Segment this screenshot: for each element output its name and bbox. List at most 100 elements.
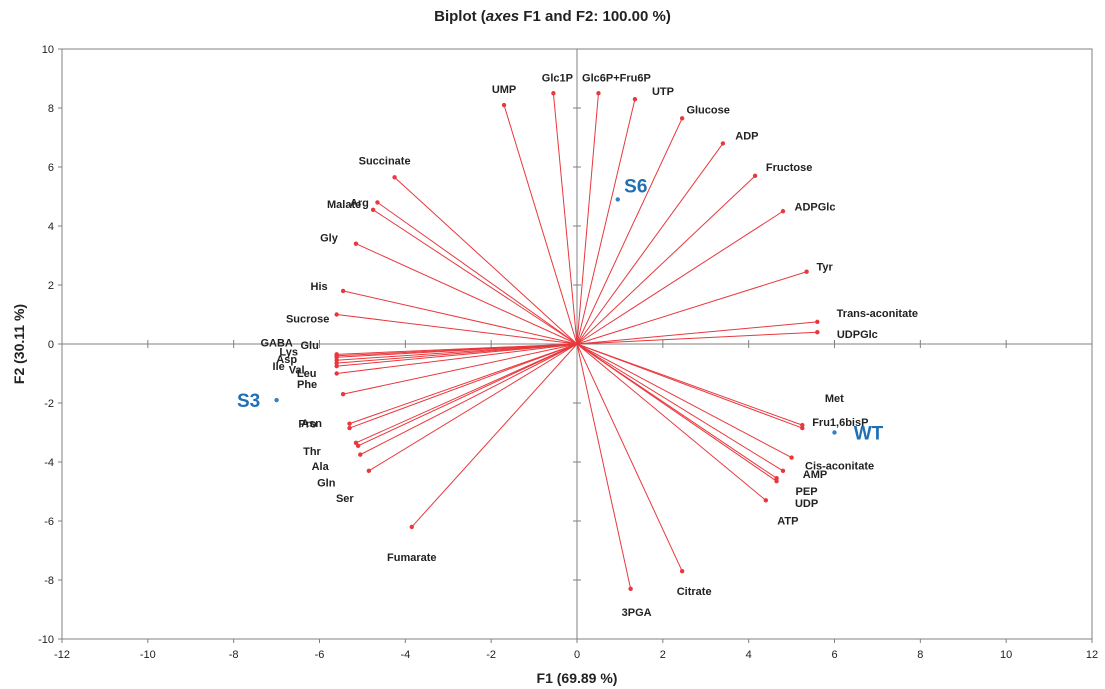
variable-label: Tyr [816, 262, 833, 274]
variable-label: Thr [303, 446, 321, 458]
variable-label: Sucrose [286, 314, 329, 326]
x-axis-label: F1 (69.89 %) [537, 670, 618, 686]
variable-vector [576, 210, 784, 345]
variable-label: ADPGlc [795, 201, 836, 213]
variable-vector [576, 343, 683, 572]
observation-label: WT [854, 424, 884, 445]
y-tick-label: -10 [38, 634, 54, 646]
variable-point [780, 468, 786, 474]
x-tick-label: 12 [1086, 649, 1098, 661]
variable-label: Asn [301, 418, 322, 430]
variable-point [763, 498, 769, 503]
variable-point [628, 586, 633, 592]
variable-vector [349, 343, 578, 425]
variable-vector [503, 104, 578, 345]
variable-point [596, 91, 601, 96]
observation-point [274, 397, 279, 403]
x-tick-label: 10 [1000, 649, 1012, 661]
variable-label: Fumarate [387, 552, 437, 564]
y-tick-label: 8 [48, 103, 54, 115]
variable-label: His [311, 281, 328, 293]
variable-label: Glc6P+Fru6P [582, 72, 651, 84]
variable-label: UMP [492, 84, 516, 96]
x-tick-label: 6 [831, 649, 837, 661]
chart-title-suffix: F1 and F2: 100.00 %) [519, 8, 671, 25]
variable-point [800, 425, 805, 431]
variable-point [679, 116, 685, 121]
variable-label: Ala [312, 461, 330, 473]
variable-point [347, 425, 352, 431]
variable-label: Trans-aconitate [837, 308, 918, 320]
variable-vector [576, 271, 807, 345]
variable-vector [576, 118, 683, 345]
chart-title: Biplot (axes F1 and F2: 100.00 %) [0, 8, 1105, 25]
variable-label: Succinate [359, 155, 411, 167]
variable-label: Fru1,6bisP [812, 417, 868, 429]
variable-label: Pro [298, 419, 317, 431]
x-tick-label: -6 [315, 649, 325, 661]
variable-point [501, 102, 507, 108]
variable-vector [342, 343, 578, 395]
x-tick-label: 4 [746, 649, 752, 661]
variable-vector [357, 343, 578, 447]
axes-group: -12 -10 -8 -6 -4 -2 0 2 4 6 8 10 12-10-8-6-4-2024681… [38, 44, 1098, 661]
y-tick-label: -4 [44, 457, 54, 469]
variable-point [409, 524, 414, 530]
x-tick-label: 8 [917, 649, 923, 661]
x-tick-label: -4 [400, 649, 410, 661]
variable-vector [355, 243, 578, 345]
variable-vector [336, 314, 578, 345]
variable-vector [355, 343, 578, 444]
variable-label: UDPGlc [837, 329, 878, 341]
variable-vector [552, 93, 578, 345]
variable-point [780, 209, 786, 214]
y-tick-label: 0 [48, 339, 54, 351]
variable-point [815, 319, 820, 325]
variable-label: Gly [320, 233, 339, 245]
variable-vector [360, 343, 578, 456]
chart-title-prefix: Biplot ( [434, 8, 486, 25]
variable-point [370, 207, 376, 212]
variable-point [815, 330, 820, 335]
variable-vector [576, 343, 632, 589]
observation-label: S6 [624, 176, 647, 197]
variable-label: Gln [317, 478, 336, 490]
variable-label: Glu [300, 340, 318, 352]
variable-point [358, 452, 363, 457]
variable-point [375, 200, 380, 205]
y-tick-label: -6 [44, 516, 54, 528]
variable-point [347, 421, 352, 426]
variable-label: UDP [795, 498, 818, 510]
variable-point [789, 455, 794, 460]
y-tick-label: -2 [44, 398, 54, 410]
x-tick-label: 2 [660, 649, 666, 661]
variable-label: Val [289, 365, 305, 377]
variable-label: AMP [803, 469, 827, 481]
variable-label: Phe [297, 379, 317, 391]
variable-point [774, 478, 779, 484]
variable-vector [576, 331, 818, 345]
observation-points: S6 S3 WT [237, 176, 884, 444]
variable-vector [411, 343, 578, 528]
variable-label: Malate [327, 199, 361, 211]
variable-label: Citrate [677, 586, 712, 598]
variable-vector [576, 99, 636, 345]
variable-point [804, 269, 809, 274]
variable-point [334, 312, 339, 317]
observation-label: S3 [237, 391, 260, 412]
variable-label: Fructose [766, 162, 812, 174]
y-tick-label: -8 [44, 575, 54, 587]
y-tick-label: 4 [48, 221, 54, 233]
variable-vector [394, 176, 578, 345]
variable-point [334, 371, 339, 376]
variable-label: Met [825, 393, 844, 405]
variable-point [366, 468, 372, 474]
variable-point [340, 391, 346, 397]
variable-label: 3PGA [622, 607, 652, 619]
variable-point [632, 96, 638, 102]
variable-label: Ser [336, 493, 354, 505]
variable-vector [349, 343, 578, 429]
variable-vector [576, 343, 767, 501]
